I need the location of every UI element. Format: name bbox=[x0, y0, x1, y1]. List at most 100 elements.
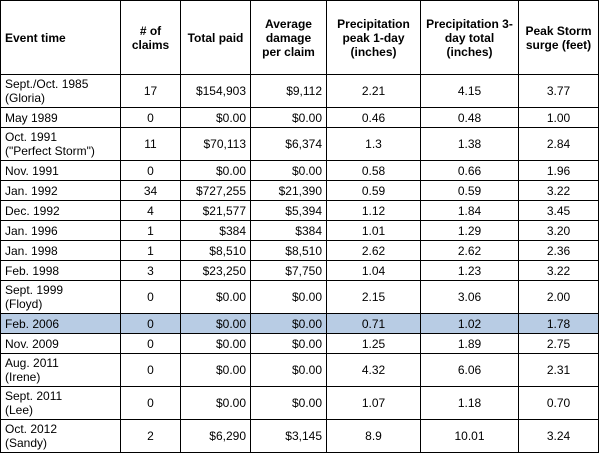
cell-event-time: Sept. 2011 (Lee) bbox=[0, 386, 121, 420]
event-name: Jan. 1996 bbox=[5, 223, 58, 238]
event-storm-name: (Sandy) bbox=[5, 436, 48, 450]
cell-average-damage: $8,510 bbox=[250, 240, 327, 261]
event-storm-name: (Lee) bbox=[5, 403, 34, 417]
cell-precip-1day: 1.12 bbox=[326, 200, 421, 221]
event-storm-name: (Floyd) bbox=[5, 297, 43, 311]
cell-average-damage: $0.00 bbox=[250, 280, 327, 314]
cell-precip-3day: 10.01 bbox=[420, 419, 519, 453]
cell-precip-1day: 0.71 bbox=[326, 313, 421, 334]
cell-event-time: Dec. 1992 bbox=[0, 200, 121, 221]
cell-claims: 1 bbox=[120, 240, 181, 261]
cell-average-damage: $0.00 bbox=[250, 386, 327, 420]
event-storm-name: (Gloria) bbox=[5, 91, 46, 105]
cell-event-time: Jan. 1996 bbox=[0, 220, 121, 241]
cell-claims: 0 bbox=[120, 107, 181, 128]
cell-precip-3day: 1.18 bbox=[420, 386, 519, 420]
cell-precip-1day: 1.25 bbox=[326, 333, 421, 354]
event-name: Aug. 2011 bbox=[5, 356, 59, 370]
cell-precip-3day: 1.23 bbox=[420, 260, 519, 281]
table-body: Sept./Oct. 1985 (Gloria) 17 $154,903 $9,112 2… bbox=[0, 74, 599, 453]
cell-average-damage: $3,145 bbox=[250, 419, 327, 453]
cell-average-damage: $384 bbox=[250, 220, 327, 241]
event-name: Sept. 1999 bbox=[5, 283, 64, 297]
cell-claims: 3 bbox=[120, 260, 181, 281]
cell-storm-surge: 3.45 bbox=[518, 200, 599, 221]
table-row: Oct. 2012 (Sandy) 2 $6,290 $3,145 8.9 10.01 3.2… bbox=[0, 419, 599, 453]
table-row: Jan. 1998 1 $8,510 $8,510 2.62 2.62 2.36 bbox=[0, 240, 599, 261]
cell-event-time: Sept./Oct. 1985 (Gloria) bbox=[0, 74, 121, 108]
cell-precip-3day: 1.02 bbox=[420, 313, 519, 334]
table-row: May 1989 0 $0.00 $0.00 0.46 0.48 1.00 bbox=[0, 107, 599, 128]
cell-event-time: Nov. 2009 bbox=[0, 333, 121, 354]
table-row: Jan. 1992 34 $727,255 $21,390 0.59 0.59 3.22 bbox=[0, 180, 599, 201]
cell-storm-surge: 3.22 bbox=[518, 180, 599, 201]
table-row: Sept./Oct. 1985 (Gloria) 17 $154,903 $9,112 2… bbox=[0, 74, 599, 108]
cell-claims: 1 bbox=[120, 220, 181, 241]
cell-total-paid: $0.00 bbox=[180, 107, 251, 128]
event-name: Nov. 1991 bbox=[5, 163, 59, 178]
event-name: Nov. 2009 bbox=[5, 336, 59, 351]
header-storm-surge: Peak Storm surge (feet) bbox=[518, 0, 599, 75]
table-row: Sept. 1999 (Floyd) 0 $0.00 $0.00 2.15 3.06 2.00 bbox=[0, 280, 599, 314]
cell-event-time: Sept. 1999 (Floyd) bbox=[0, 280, 121, 314]
cell-precip-3day: 4.15 bbox=[420, 74, 519, 108]
table-row: Aug. 2011 (Irene) 0 $0.00 $0.00 4.32 6.06 2.31 bbox=[0, 353, 599, 387]
cell-total-paid: $6,290 bbox=[180, 419, 251, 453]
cell-total-paid: $0.00 bbox=[180, 386, 251, 420]
cell-storm-surge: 2.31 bbox=[518, 353, 599, 387]
cell-precip-3day: 0.48 bbox=[420, 107, 519, 128]
cell-storm-surge: 2.36 bbox=[518, 240, 599, 261]
event-storm-name: ("Perfect Storm") bbox=[5, 144, 95, 158]
table-row: Feb. 1998 3 $23,250 $7,750 1.04 1.23 3.22 bbox=[0, 260, 599, 281]
cell-average-damage: $0.00 bbox=[250, 107, 327, 128]
cell-average-damage: $9,112 bbox=[250, 74, 327, 108]
cell-storm-surge: 3.22 bbox=[518, 260, 599, 281]
cell-total-paid: $0.00 bbox=[180, 160, 251, 181]
cell-claims: 4 bbox=[120, 200, 181, 221]
cell-event-time: Oct. 1991 ("Perfect Storm") bbox=[0, 127, 121, 161]
cell-precip-1day: 1.04 bbox=[326, 260, 421, 281]
header-average-damage: Average damage per claim bbox=[250, 0, 327, 75]
cell-precip-1day: 2.62 bbox=[326, 240, 421, 261]
header-total-paid: Total paid bbox=[180, 0, 251, 75]
cell-precip-1day: 1.07 bbox=[326, 386, 421, 420]
header-precip-3day: Precipitation 3-day total (inches) bbox=[420, 0, 519, 75]
cell-precip-3day: 1.89 bbox=[420, 333, 519, 354]
cell-precip-1day: 0.58 bbox=[326, 160, 421, 181]
event-name: Feb. 1998 bbox=[5, 263, 60, 278]
cell-precip-3day: 0.59 bbox=[420, 180, 519, 201]
cell-total-paid: $70,113 bbox=[180, 127, 251, 161]
cell-average-damage: $5,394 bbox=[250, 200, 327, 221]
header-precip-1day: Precipitation peak 1-day (inches) bbox=[326, 0, 421, 75]
event-name: Oct. 2012 bbox=[5, 422, 58, 436]
event-name: Oct. 1991 bbox=[5, 130, 58, 144]
cell-total-paid: $727,255 bbox=[180, 180, 251, 201]
cell-total-paid: $0.00 bbox=[180, 313, 251, 334]
event-name: Dec. 1992 bbox=[5, 203, 60, 218]
cell-precip-3day: 6.06 bbox=[420, 353, 519, 387]
header-row: Event time # of claims Total paid Averag… bbox=[0, 0, 599, 75]
cell-precip-1day: 1.3 bbox=[326, 127, 421, 161]
cell-average-damage: $7,750 bbox=[250, 260, 327, 281]
event-name: May 1989 bbox=[5, 110, 58, 125]
cell-average-damage: $0.00 bbox=[250, 353, 327, 387]
event-storm-name: (Irene) bbox=[5, 370, 41, 384]
cell-precip-1day: 0.46 bbox=[326, 107, 421, 128]
cell-total-paid: $8,510 bbox=[180, 240, 251, 261]
table-row: Jan. 1996 1 $384 $384 1.01 1.29 3.20 bbox=[0, 220, 599, 241]
header-claims: # of claims bbox=[120, 0, 181, 75]
cell-storm-surge: 1.00 bbox=[518, 107, 599, 128]
cell-event-time: Nov. 1991 bbox=[0, 160, 121, 181]
cell-precip-3day: 1.38 bbox=[420, 127, 519, 161]
cell-storm-surge: 0.70 bbox=[518, 386, 599, 420]
event-name: Jan. 1992 bbox=[5, 183, 58, 198]
cell-total-paid: $384 bbox=[180, 220, 251, 241]
cell-total-paid: $21,577 bbox=[180, 200, 251, 221]
table-row: Nov. 2009 0 $0.00 $0.00 1.25 1.89 2.75 bbox=[0, 333, 599, 354]
cell-total-paid: $0.00 bbox=[180, 280, 251, 314]
cell-claims: 0 bbox=[120, 333, 181, 354]
cell-average-damage: $6,374 bbox=[250, 127, 327, 161]
table-row: Feb. 2006 0 $0.00 $0.00 0.71 1.02 1.78 bbox=[0, 313, 599, 334]
cell-storm-surge: 1.78 bbox=[518, 313, 599, 334]
